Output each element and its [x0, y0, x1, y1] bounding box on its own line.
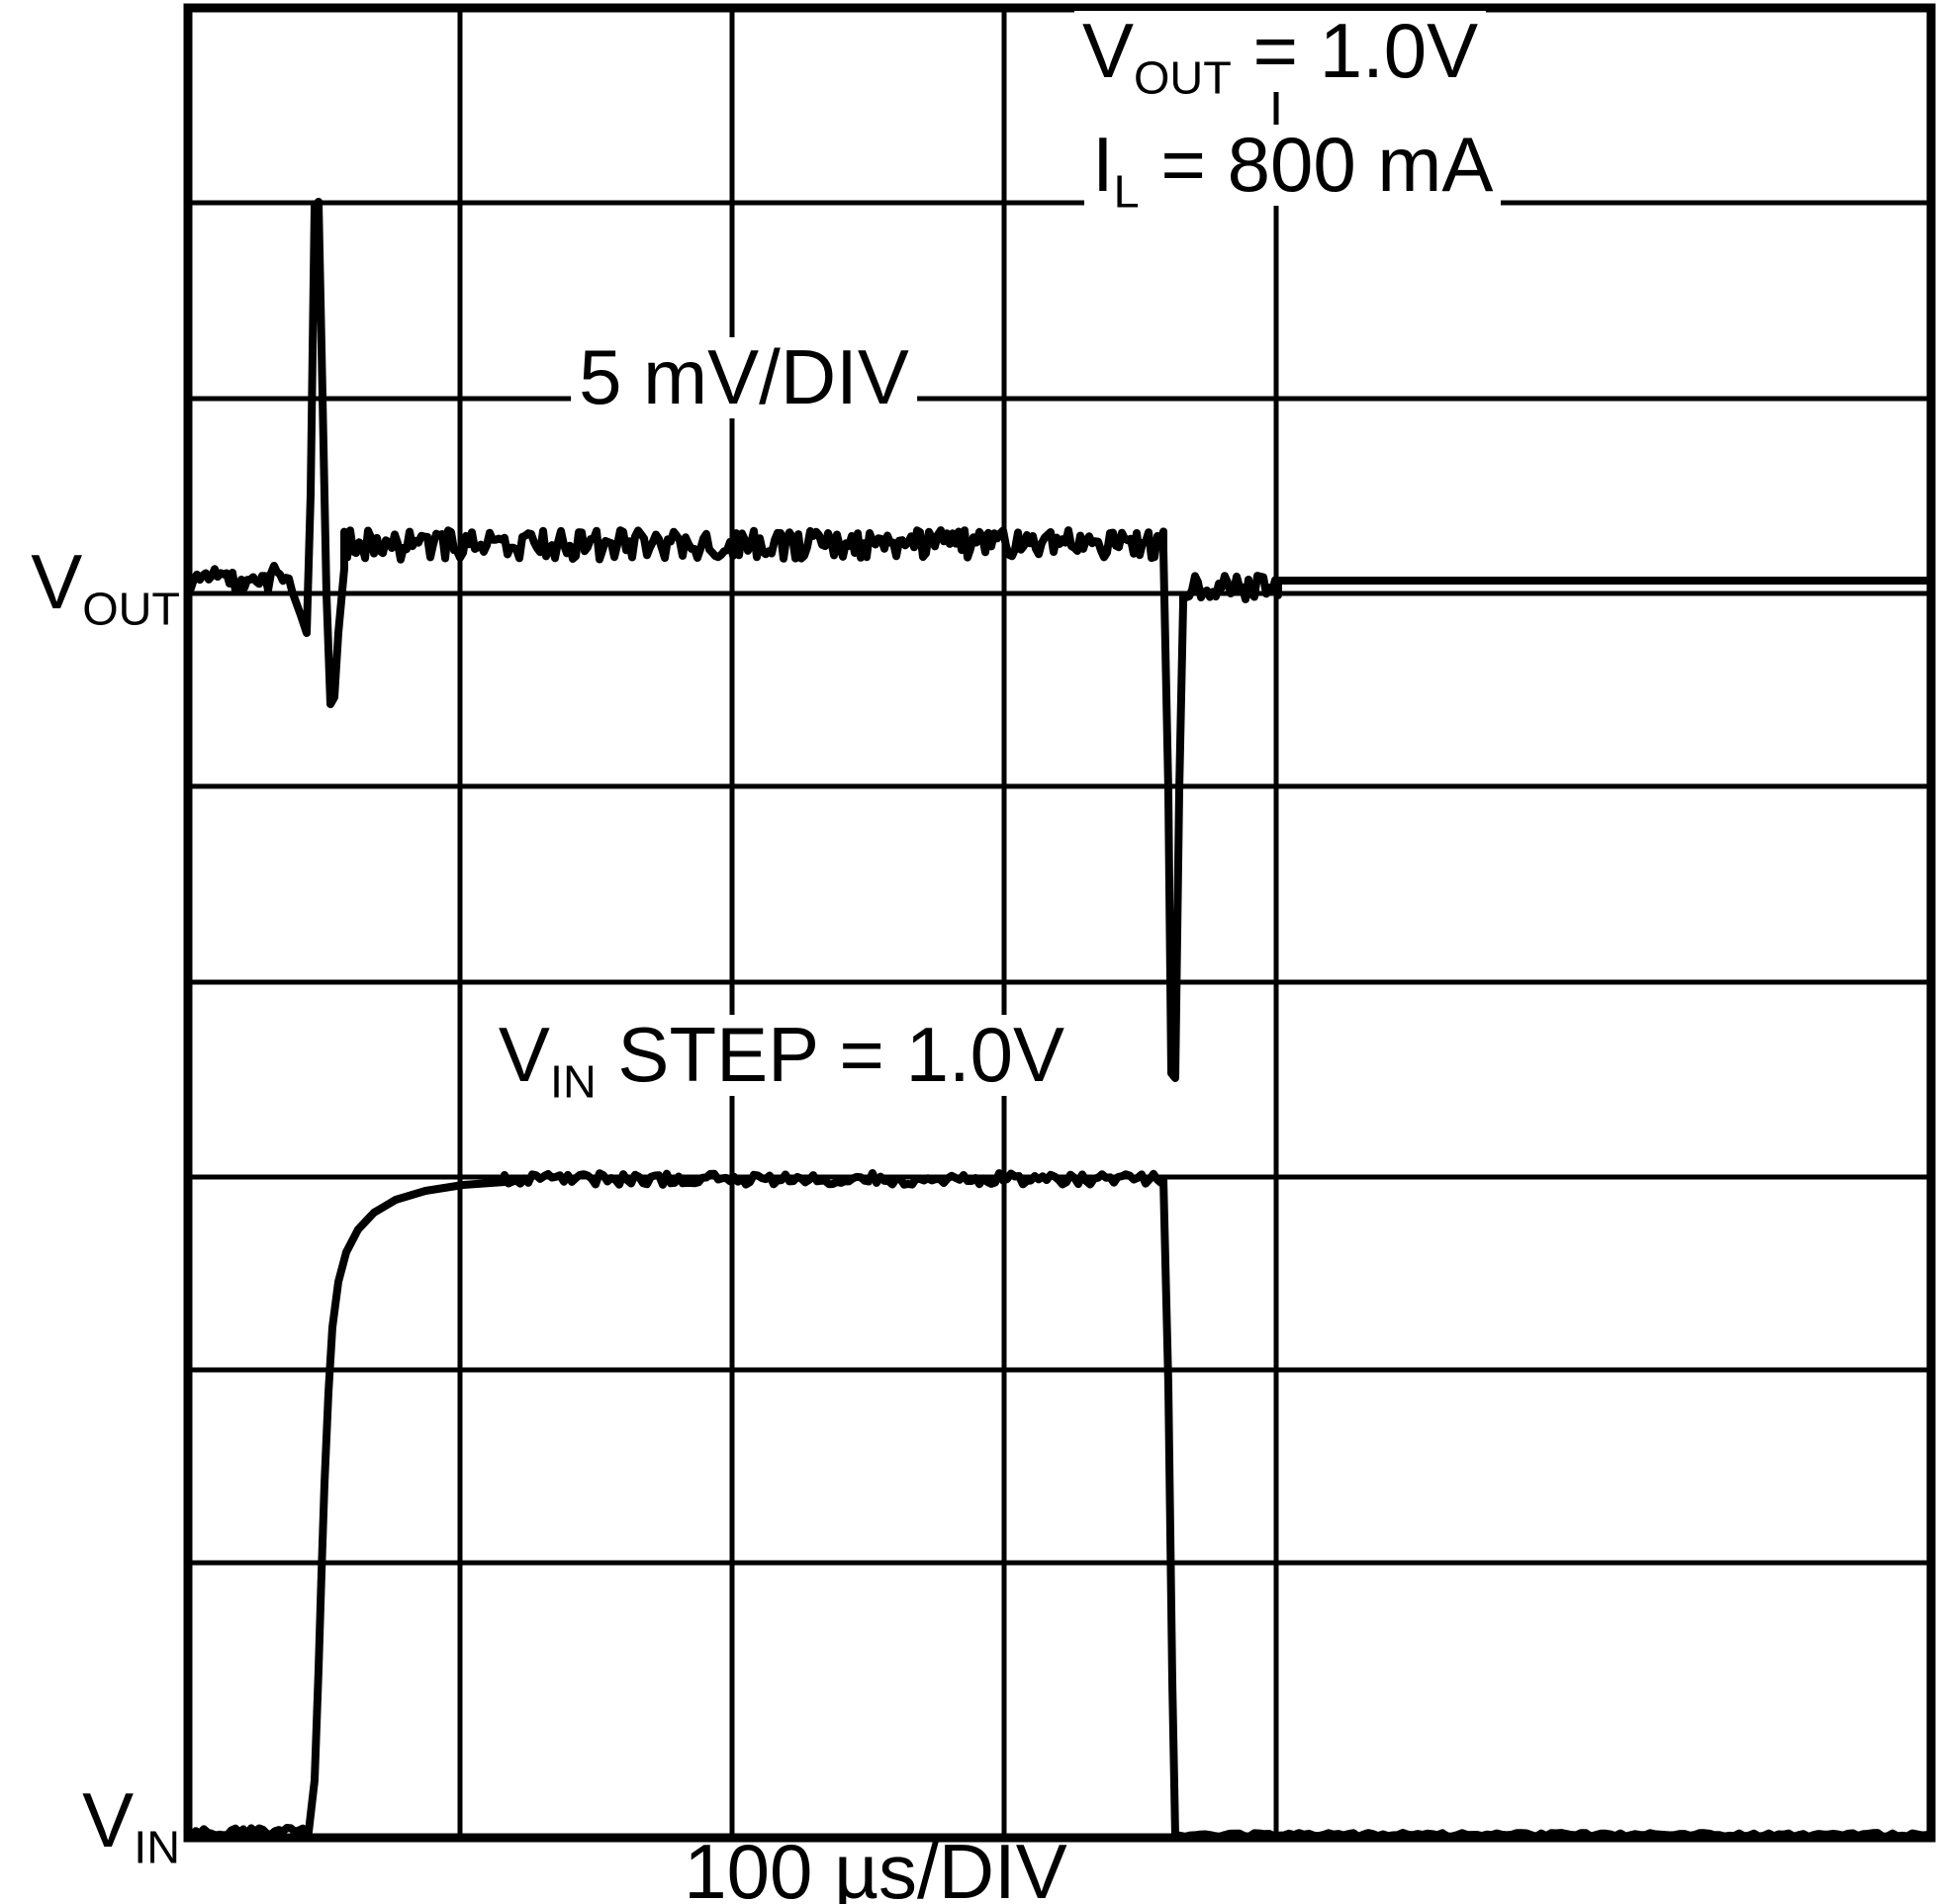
annotation-vin-step: VIN STEP = 1.0V	[490, 1014, 1073, 1105]
vout-value: = 1.0V	[1231, 7, 1479, 94]
axis-label-vout: VOUT	[0, 541, 180, 632]
il-subscript: L	[1113, 165, 1140, 218]
trace-vin	[184, 1169, 1931, 1841]
il-value: = 800 mA	[1139, 121, 1494, 208]
axis-vout-symbol: V	[31, 538, 83, 625]
axis-vin-subscript: IN	[134, 1821, 180, 1873]
annotation-time-scale: 100 µs/DIV	[684, 1828, 1067, 1904]
annotation-vout-scale: 5 mV/DIV	[571, 336, 917, 418]
trace-vout	[184, 198, 1935, 1082]
plot-border	[183, 3, 1936, 1843]
vin-step-value: STEP = 1.0V	[596, 1011, 1065, 1098]
annotation-vout-condition: VOUT = 1.0V	[1074, 10, 1487, 101]
axis-label-vin: VIN	[0, 1779, 180, 1870]
axis-vin-symbol: V	[82, 1776, 135, 1863]
vin-step-subscript: IN	[549, 1055, 597, 1108]
vout-subscript: OUT	[1134, 51, 1232, 104]
vout-symbol: V	[1082, 7, 1135, 94]
vin-step-symbol: V	[498, 1011, 550, 1098]
annotation-load-current-condition: IL = 800 mA	[1084, 124, 1502, 215]
il-symbol: I	[1092, 121, 1114, 208]
axis-vout-subscript: OUT	[82, 583, 180, 635]
